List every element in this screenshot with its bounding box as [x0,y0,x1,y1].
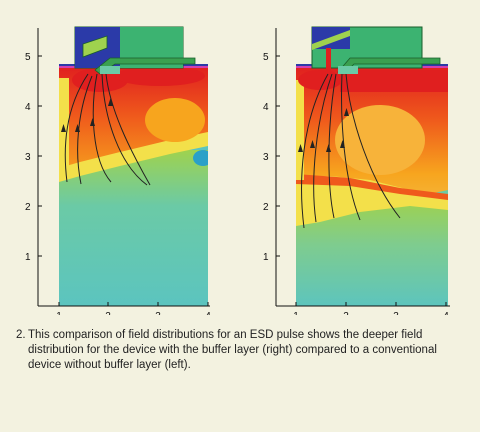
field-plot-left: 1 2 3 4 5 1 2 3 4 [25,26,211,315]
x-tick-labels-left: 1 2 3 4 [56,311,211,315]
device-body-right [296,64,448,306]
gate-structure-left [74,26,196,75]
y-tick-label: 3 [25,152,31,163]
y-tick-labels-right: 1 2 3 4 5 [263,52,269,263]
gate-structure-right [311,26,441,75]
caption-text: This comparison of field distributions f… [28,329,437,371]
y-tick-label: 4 [263,102,269,113]
y-tick-label: 4 [25,102,31,113]
axes-right [275,28,450,307]
y-tick-labels-left: 1 2 3 4 5 [25,52,31,263]
x-tick-label: 4 [205,311,211,315]
y-tick-label: 1 [25,252,31,263]
figure-caption: 2. This comparison of field distribution… [16,328,468,373]
axes-left [37,28,210,307]
y-tick-label: 2 [263,202,269,213]
y-tick-label: 5 [263,52,269,63]
y-tick-label: 2 [25,202,31,213]
y-tick-label: 1 [263,252,269,263]
x-tick-label: 3 [393,311,399,315]
x-tick-label: 2 [105,311,111,315]
y-tick-label: 3 [263,152,269,163]
x-tick-label: 2 [343,311,349,315]
field-arrows-right [298,108,349,152]
field-plot-right: 1 2 3 4 5 1 2 3 4 [263,26,450,315]
device-body-left [59,64,208,306]
x-tick-label: 4 [443,311,449,315]
x-tick-label: 3 [155,311,161,315]
x-tick-label: 1 [56,311,62,315]
caption-number: 2. [16,329,26,341]
x-tick-label: 1 [293,311,299,315]
y-tick-label: 5 [25,52,31,63]
field-arrows-left [61,98,113,132]
x-tick-labels-right: 1 2 3 4 [293,311,449,315]
